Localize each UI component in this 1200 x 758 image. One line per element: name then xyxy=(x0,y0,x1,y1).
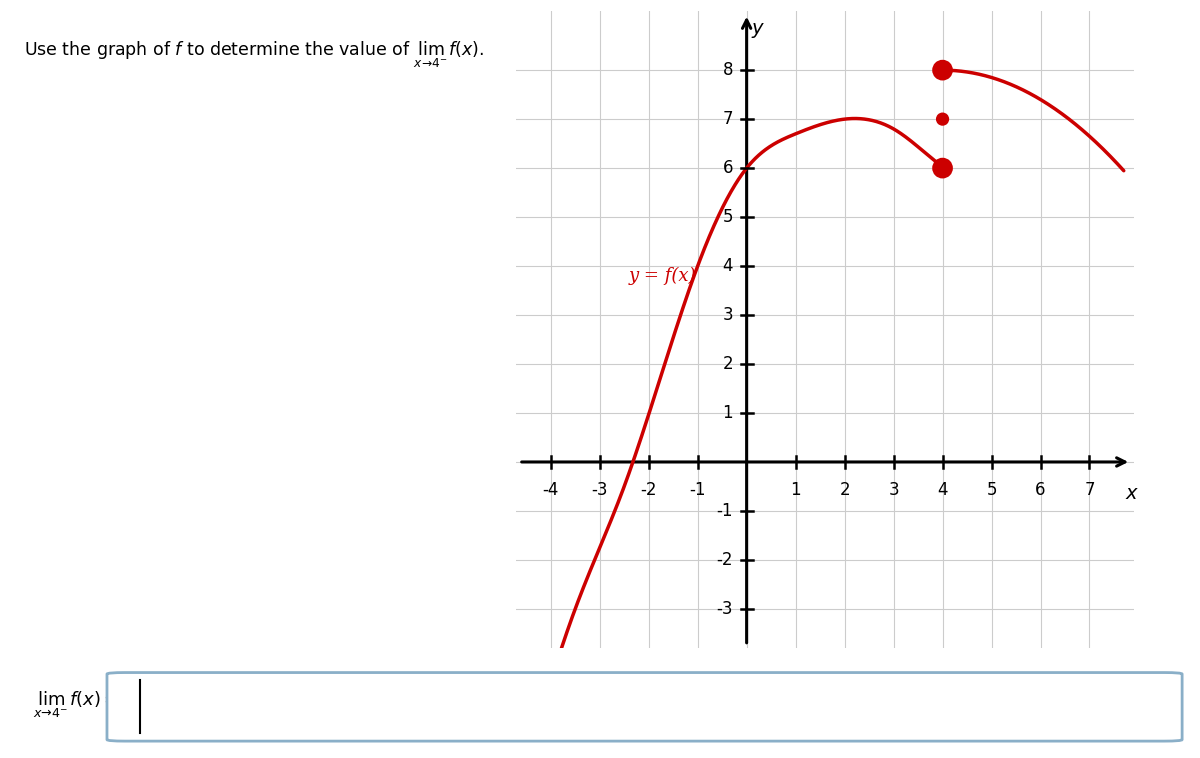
Text: -3: -3 xyxy=(716,600,733,618)
Text: 6: 6 xyxy=(1036,481,1045,499)
Text: y: y xyxy=(751,19,763,38)
FancyBboxPatch shape xyxy=(107,672,1182,741)
Text: 5: 5 xyxy=(722,208,733,226)
Text: 1: 1 xyxy=(791,481,800,499)
Text: 7: 7 xyxy=(722,110,733,128)
Circle shape xyxy=(936,112,949,126)
Text: -3: -3 xyxy=(592,481,608,499)
Text: 3: 3 xyxy=(888,481,899,499)
Text: 5: 5 xyxy=(986,481,997,499)
Text: 2: 2 xyxy=(839,481,850,499)
Text: -2: -2 xyxy=(641,481,656,499)
Text: -2: -2 xyxy=(716,551,733,569)
Text: 7: 7 xyxy=(1085,481,1094,499)
Circle shape xyxy=(934,61,952,79)
Text: 4: 4 xyxy=(722,257,733,275)
Text: 8: 8 xyxy=(722,61,733,79)
Text: x: x xyxy=(1126,484,1136,503)
Text: Use the graph of $f$ to determine the value of $\lim_{x\to4^-} f(x)$.: Use the graph of $f$ to determine the va… xyxy=(24,40,485,70)
Text: 3: 3 xyxy=(722,306,733,324)
Circle shape xyxy=(934,159,952,177)
Text: -1: -1 xyxy=(716,502,733,520)
Text: 6: 6 xyxy=(722,159,733,177)
Text: -4: -4 xyxy=(542,481,559,499)
Text: y = f(x): y = f(x) xyxy=(629,267,696,285)
Text: 4: 4 xyxy=(937,481,948,499)
Text: 2: 2 xyxy=(722,355,733,373)
Text: -1: -1 xyxy=(690,481,706,499)
Text: $\lim_{x\to4^-} f(x) =$: $\lim_{x\to4^-} f(x) =$ xyxy=(32,690,119,720)
Text: 1: 1 xyxy=(722,404,733,422)
